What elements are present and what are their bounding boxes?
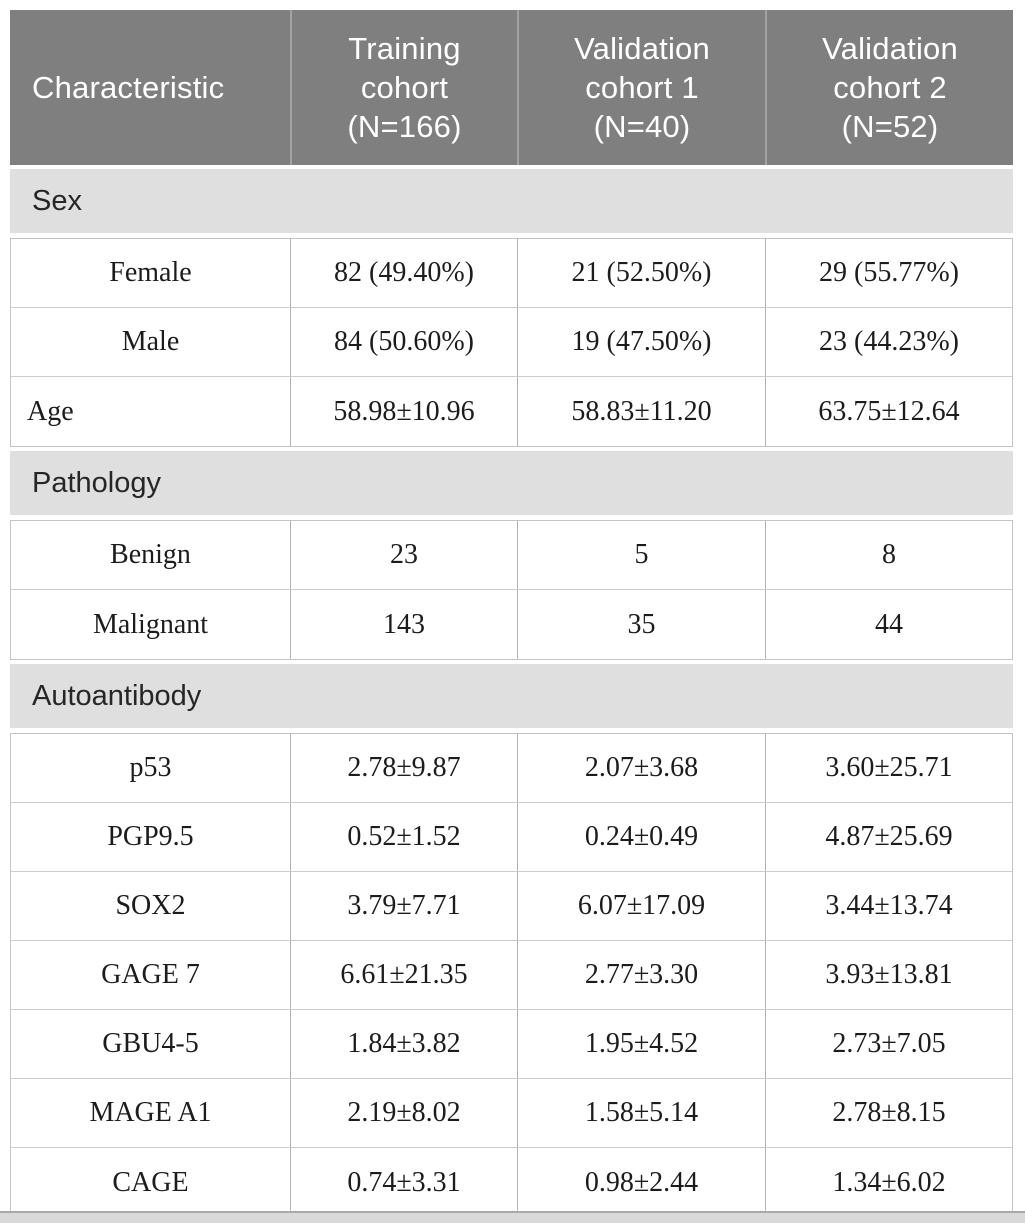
table-header-row: Characteristic Training cohort (N=166) V… <box>10 10 1013 165</box>
row-value: 82 (49.40%) <box>290 239 517 307</box>
row-label: Malignant <box>92 608 209 640</box>
table-row-pgp95: PGP9.5 0.52±1.52 0.24±0.49 4.87±25.69 <box>11 803 1012 872</box>
row-value: 1.84±3.82 <box>290 1010 517 1078</box>
row-label: Age <box>27 395 74 427</box>
row-label: Male <box>121 326 180 357</box>
row-value: 2.78±8.15 <box>765 1079 1012 1147</box>
section-rows-sex: Female 82 (49.40%) 21 (52.50%) 29 (55.77… <box>10 238 1013 447</box>
row-value: 4.87±25.69 <box>765 803 1012 871</box>
row-value: 29 (55.77%) <box>765 239 1012 307</box>
row-label: SOX2 <box>115 890 186 921</box>
row-label: Benign <box>110 539 191 570</box>
row-label: PGP9.5 <box>107 821 194 852</box>
row-value: 1.34±6.02 <box>765 1148 1012 1217</box>
row-value: 1.95±4.52 <box>517 1010 765 1078</box>
row-value: 84 (50.60%) <box>290 308 517 376</box>
row-value: 143 <box>290 590 517 659</box>
table-row-female: Female 82 (49.40%) 21 (52.50%) 29 (55.77… <box>11 239 1012 308</box>
header-label: Characteristic <box>32 70 225 105</box>
bottom-rule <box>0 1211 1025 1223</box>
row-value: 3.79±7.71 <box>290 872 517 940</box>
row-value: 44 <box>765 590 1012 659</box>
table-row-mage-a1: MAGE A1 2.19±8.02 1.58±5.14 2.78±8.15 <box>11 1079 1012 1148</box>
section-title: Pathology <box>32 466 161 499</box>
header-label: Validation cohort 2 (N=52) <box>822 31 958 144</box>
row-value: 58.98±10.96 <box>290 377 517 446</box>
row-label: p53 <box>129 752 172 783</box>
header-cell-training-cohort: Training cohort (N=166) <box>290 10 517 165</box>
row-value: 1.58±5.14 <box>517 1079 765 1147</box>
section-band-pathology: Pathology <box>10 451 1013 515</box>
section-title: Sex <box>32 184 82 217</box>
row-value: 19 (47.50%) <box>517 308 765 376</box>
row-value: 2.78±9.87 <box>290 734 517 802</box>
section-band-autoantibody: Autoantibody <box>10 664 1013 728</box>
row-value: 0.74±3.31 <box>290 1148 517 1217</box>
row-value: 63.75±12.64 <box>765 377 1012 446</box>
table-row-male: Male 84 (50.60%) 19 (47.50%) 23 (44.23%) <box>11 308 1012 377</box>
section-rows-autoantibody: p53 2.78±9.87 2.07±3.68 3.60±25.71 PGP9.… <box>10 733 1013 1218</box>
row-label: CAGE <box>112 1166 189 1198</box>
row-value: 0.24±0.49 <box>517 803 765 871</box>
row-label: GBU4-5 <box>102 1028 199 1059</box>
characteristics-table: Characteristic Training cohort (N=166) V… <box>10 10 1013 1218</box>
table-row-benign: Benign 23 5 8 <box>11 521 1012 590</box>
header-cell-characteristic: Characteristic <box>10 10 290 165</box>
row-value: 5 <box>517 521 765 589</box>
header-cell-validation-cohort-1: Validation cohort 1 (N=40) <box>517 10 765 165</box>
row-value: 6.61±21.35 <box>290 941 517 1009</box>
table-row-gage7: GAGE 7 6.61±21.35 2.77±3.30 3.93±13.81 <box>11 941 1012 1010</box>
row-label: MAGE A1 <box>89 1097 212 1128</box>
row-value: 58.83±11.20 <box>517 377 765 446</box>
table-row-gbu45: GBU4-5 1.84±3.82 1.95±4.52 2.73±7.05 <box>11 1010 1012 1079</box>
table-row-cage: CAGE 0.74±3.31 0.98±2.44 1.34±6.02 <box>11 1148 1012 1217</box>
section-rows-pathology: Benign 23 5 8 Malignant 143 35 44 <box>10 520 1013 660</box>
row-value: 0.98±2.44 <box>517 1148 765 1217</box>
table-row-age: Age 58.98±10.96 58.83±11.20 63.75±12.64 <box>11 377 1012 446</box>
header-label: Validation cohort 1 (N=40) <box>574 31 710 144</box>
row-value: 2.07±3.68 <box>517 734 765 802</box>
row-label: GAGE 7 <box>101 959 200 990</box>
table-row-p53: p53 2.78±9.87 2.07±3.68 3.60±25.71 <box>11 734 1012 803</box>
row-value: 3.93±13.81 <box>765 941 1012 1009</box>
row-value: 3.44±13.74 <box>765 872 1012 940</box>
row-label: Female <box>109 257 192 288</box>
section-band-sex: Sex <box>10 169 1013 233</box>
row-value: 21 (52.50%) <box>517 239 765 307</box>
row-value: 23 (44.23%) <box>765 308 1012 376</box>
row-value: 2.73±7.05 <box>765 1010 1012 1078</box>
row-value: 23 <box>290 521 517 589</box>
row-value: 35 <box>517 590 765 659</box>
section-title: Autoantibody <box>32 679 202 712</box>
row-value: 8 <box>765 521 1012 589</box>
row-value: 2.19±8.02 <box>290 1079 517 1147</box>
table-row-sox2: SOX2 3.79±7.71 6.07±17.09 3.44±13.74 <box>11 872 1012 941</box>
row-value: 6.07±17.09 <box>517 872 765 940</box>
header-label: Training cohort (N=166) <box>347 31 462 144</box>
header-cell-validation-cohort-2: Validation cohort 2 (N=52) <box>765 10 1013 165</box>
row-value: 0.52±1.52 <box>290 803 517 871</box>
row-value: 3.60±25.71 <box>765 734 1012 802</box>
table-row-malignant: Malignant 143 35 44 <box>11 590 1012 659</box>
row-value: 2.77±3.30 <box>517 941 765 1009</box>
